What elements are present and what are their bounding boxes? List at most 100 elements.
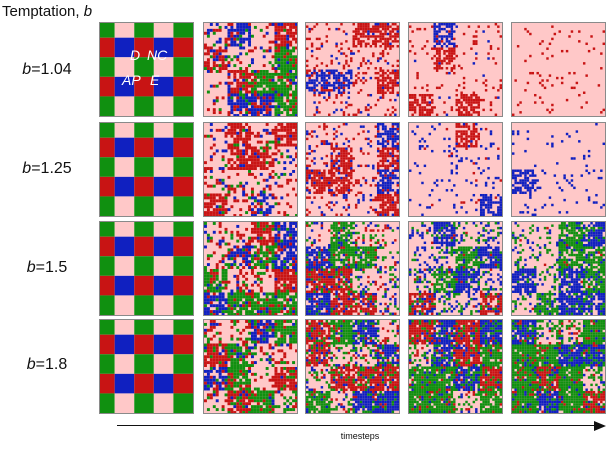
lattice-cell-nc bbox=[295, 28, 297, 32]
lattice-cell-nc bbox=[472, 130, 476, 133]
lattice-cell-d bbox=[289, 245, 293, 249]
lattice-cell-nc bbox=[376, 229, 380, 232]
lattice-cell-e bbox=[295, 108, 297, 112]
lattice-block-nc bbox=[100, 37, 115, 58]
lattice-cell-nc bbox=[342, 300, 346, 303]
lattice-cell-nc bbox=[445, 67, 449, 70]
lattice-cell-e bbox=[250, 190, 254, 194]
lattice-cell-nc bbox=[218, 46, 222, 50]
lattice-cell-d bbox=[433, 37, 436, 41]
lattice-cell-d bbox=[595, 201, 598, 204]
lattice-cell-nc bbox=[221, 266, 225, 269]
lattice-cell-d bbox=[335, 86, 338, 90]
snapshot-panel-r1-t4 bbox=[408, 22, 503, 117]
lattice-cell-e bbox=[262, 190, 266, 194]
lattice-cell-d bbox=[386, 174, 390, 177]
lattice-cell-d bbox=[332, 84, 336, 87]
lattice-cell-d bbox=[460, 266, 463, 269]
lattice-cell-d bbox=[265, 196, 269, 200]
lattice-cell-d bbox=[519, 179, 522, 182]
lattice-cell-nc bbox=[271, 193, 275, 197]
lattice-cell-nc bbox=[364, 226, 368, 230]
lattice-cell-e bbox=[224, 268, 228, 272]
lattice-cell-nc bbox=[455, 108, 458, 112]
lattice-cell-e bbox=[274, 310, 278, 314]
lattice-cell-nc bbox=[233, 257, 237, 261]
lattice-cell-e bbox=[384, 290, 387, 293]
lattice-cell-nc bbox=[394, 211, 397, 214]
lattice-cell-d bbox=[265, 208, 269, 212]
lattice-cell-nc bbox=[253, 224, 257, 228]
lattice-cell-d bbox=[462, 226, 466, 230]
lattice-cell-e bbox=[477, 266, 480, 269]
lattice-cell-d bbox=[376, 59, 380, 63]
lattice-cell-d bbox=[308, 246, 311, 249]
lattice-cell-e bbox=[352, 222, 355, 225]
lattice-cell-nc bbox=[379, 67, 382, 70]
lattice-snapshot bbox=[100, 23, 193, 116]
lattice-cell-nc bbox=[332, 174, 336, 177]
lattice-cell-nc bbox=[372, 25, 375, 28]
lattice-cell-nc bbox=[332, 283, 336, 286]
lattice-cell-d bbox=[250, 108, 254, 112]
lattice-cell-d bbox=[524, 176, 527, 180]
lattice-cell-d bbox=[516, 189, 520, 192]
lattice-cell-nc bbox=[323, 162, 326, 165]
lattice-cell-nc bbox=[374, 125, 377, 128]
lattice-cell-nc bbox=[215, 199, 219, 203]
lattice-cell-nc bbox=[277, 286, 281, 290]
lattice-cell-d bbox=[265, 184, 269, 188]
lattice-cell-nc bbox=[318, 47, 321, 50]
lattice-cell-nc bbox=[376, 81, 380, 85]
lattice-cell-nc bbox=[342, 246, 346, 249]
lattice-cell-e bbox=[416, 270, 419, 274]
lattice-cell-e bbox=[455, 258, 458, 262]
lattice-cell-d bbox=[325, 69, 329, 72]
lattice-cell-e bbox=[239, 295, 243, 299]
lattice-cell-d bbox=[433, 239, 436, 242]
lattice-cell-e bbox=[233, 292, 237, 296]
lattice-cell-d bbox=[484, 253, 488, 257]
lattice-cell-d bbox=[494, 266, 498, 269]
lattice-cell-nc bbox=[337, 49, 341, 53]
lattice-cell-d bbox=[335, 27, 338, 31]
lattice-cell-d bbox=[575, 130, 579, 133]
lattice-cell-e bbox=[265, 161, 269, 165]
lattice-cell-nc bbox=[212, 28, 216, 32]
lattice-cell-d bbox=[352, 241, 355, 245]
lattice-cell-d bbox=[450, 189, 454, 192]
lattice-cell-d bbox=[548, 196, 552, 199]
lattice-cell-nc bbox=[236, 254, 240, 258]
lattice-cell-nc bbox=[489, 253, 493, 257]
lattice-cell-nc bbox=[497, 25, 500, 28]
lattice-cell-nc bbox=[250, 155, 254, 159]
lattice-cell-nc bbox=[313, 270, 316, 274]
lattice-cell-nc bbox=[310, 45, 314, 48]
lattice-cell-d bbox=[482, 201, 485, 204]
lattice-cell-nc bbox=[239, 152, 243, 156]
lattice-cell-d bbox=[409, 169, 412, 172]
lattice-cell-d bbox=[492, 266, 495, 269]
lattice-cell-e bbox=[342, 241, 346, 245]
lattice-cell-e bbox=[215, 268, 219, 272]
lattice-cell-d bbox=[242, 78, 246, 82]
lattice-cell-d bbox=[526, 206, 530, 209]
lattice-cell-nc bbox=[477, 113, 480, 116]
lattice-cell-nc bbox=[248, 158, 251, 162]
lattice-cell-e bbox=[265, 254, 269, 258]
lattice-cell-nc bbox=[367, 35, 370, 38]
lattice-block-e bbox=[173, 256, 193, 276]
lattice-cell-d bbox=[423, 164, 427, 168]
lattice-cell-nc bbox=[416, 76, 419, 80]
lattice-cell-nc bbox=[239, 149, 243, 153]
lattice-cell-d bbox=[215, 295, 219, 299]
lattice-cell-nc bbox=[389, 45, 392, 48]
lattice-cell-d bbox=[325, 288, 329, 291]
lattice-cell-e bbox=[274, 99, 278, 103]
lattice-cell-d bbox=[250, 245, 254, 249]
lattice-cell-d bbox=[239, 105, 243, 109]
lattice-cell-nc bbox=[259, 155, 263, 159]
lattice-cell-nc bbox=[413, 111, 417, 114]
lattice-cell-e bbox=[204, 222, 207, 225]
lattice-cell-nc bbox=[472, 106, 476, 109]
